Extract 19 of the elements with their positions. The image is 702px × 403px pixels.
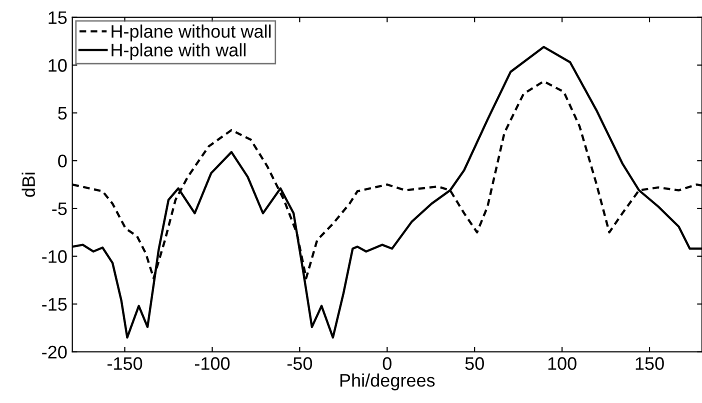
y-tick-label: -10 bbox=[42, 250, 67, 263]
x-tick-label: 0 bbox=[382, 357, 392, 370]
x-tick-label: 100 bbox=[548, 357, 576, 370]
legend-label: H-plane without wall bbox=[112, 24, 271, 42]
x-axis-title: Phi/degrees bbox=[340, 374, 435, 390]
y-tick-label: 10 bbox=[48, 59, 67, 72]
y-tick-label: 0 bbox=[58, 154, 67, 168]
legend-label: H-plane with wall bbox=[112, 43, 246, 60]
x-tick-label: -50 bbox=[287, 357, 312, 370]
x-tick-label: -150 bbox=[108, 357, 142, 370]
y-tick-label: 15 bbox=[48, 11, 67, 24]
y-tick-label: -20 bbox=[42, 346, 67, 359]
x-tick-label: 150 bbox=[636, 357, 664, 370]
y-tick-label: -15 bbox=[42, 298, 67, 311]
y-axis-title: dBi bbox=[22, 172, 36, 197]
x-tick-label: -100 bbox=[194, 357, 230, 370]
y-tick-label: 5 bbox=[58, 107, 67, 120]
y-tick-label: -5 bbox=[52, 202, 67, 216]
x-tick-label: 50 bbox=[465, 357, 484, 370]
